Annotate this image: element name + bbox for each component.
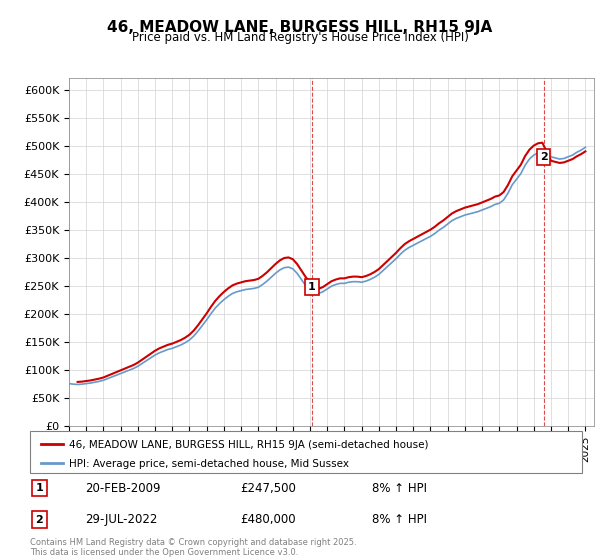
- Text: 1: 1: [35, 483, 43, 493]
- Text: £480,000: £480,000: [240, 513, 295, 526]
- Text: 20-FEB-2009: 20-FEB-2009: [85, 482, 161, 494]
- Text: 46, MEADOW LANE, BURGESS HILL, RH15 9JA (semi-detached house): 46, MEADOW LANE, BURGESS HILL, RH15 9JA …: [68, 440, 428, 450]
- Text: 8% ↑ HPI: 8% ↑ HPI: [372, 482, 427, 494]
- Text: Contains HM Land Registry data © Crown copyright and database right 2025.
This d: Contains HM Land Registry data © Crown c…: [30, 538, 356, 557]
- Text: Price paid vs. HM Land Registry's House Price Index (HPI): Price paid vs. HM Land Registry's House …: [131, 31, 469, 44]
- Text: 1: 1: [308, 282, 316, 292]
- Text: 8% ↑ HPI: 8% ↑ HPI: [372, 513, 427, 526]
- Text: HPI: Average price, semi-detached house, Mid Sussex: HPI: Average price, semi-detached house,…: [68, 459, 349, 469]
- Text: 46, MEADOW LANE, BURGESS HILL, RH15 9JA: 46, MEADOW LANE, BURGESS HILL, RH15 9JA: [107, 20, 493, 35]
- Text: £247,500: £247,500: [240, 482, 296, 494]
- Text: 2: 2: [539, 152, 547, 162]
- Text: 29-JUL-2022: 29-JUL-2022: [85, 513, 158, 526]
- Text: 2: 2: [35, 515, 43, 525]
- FancyBboxPatch shape: [30, 431, 582, 473]
